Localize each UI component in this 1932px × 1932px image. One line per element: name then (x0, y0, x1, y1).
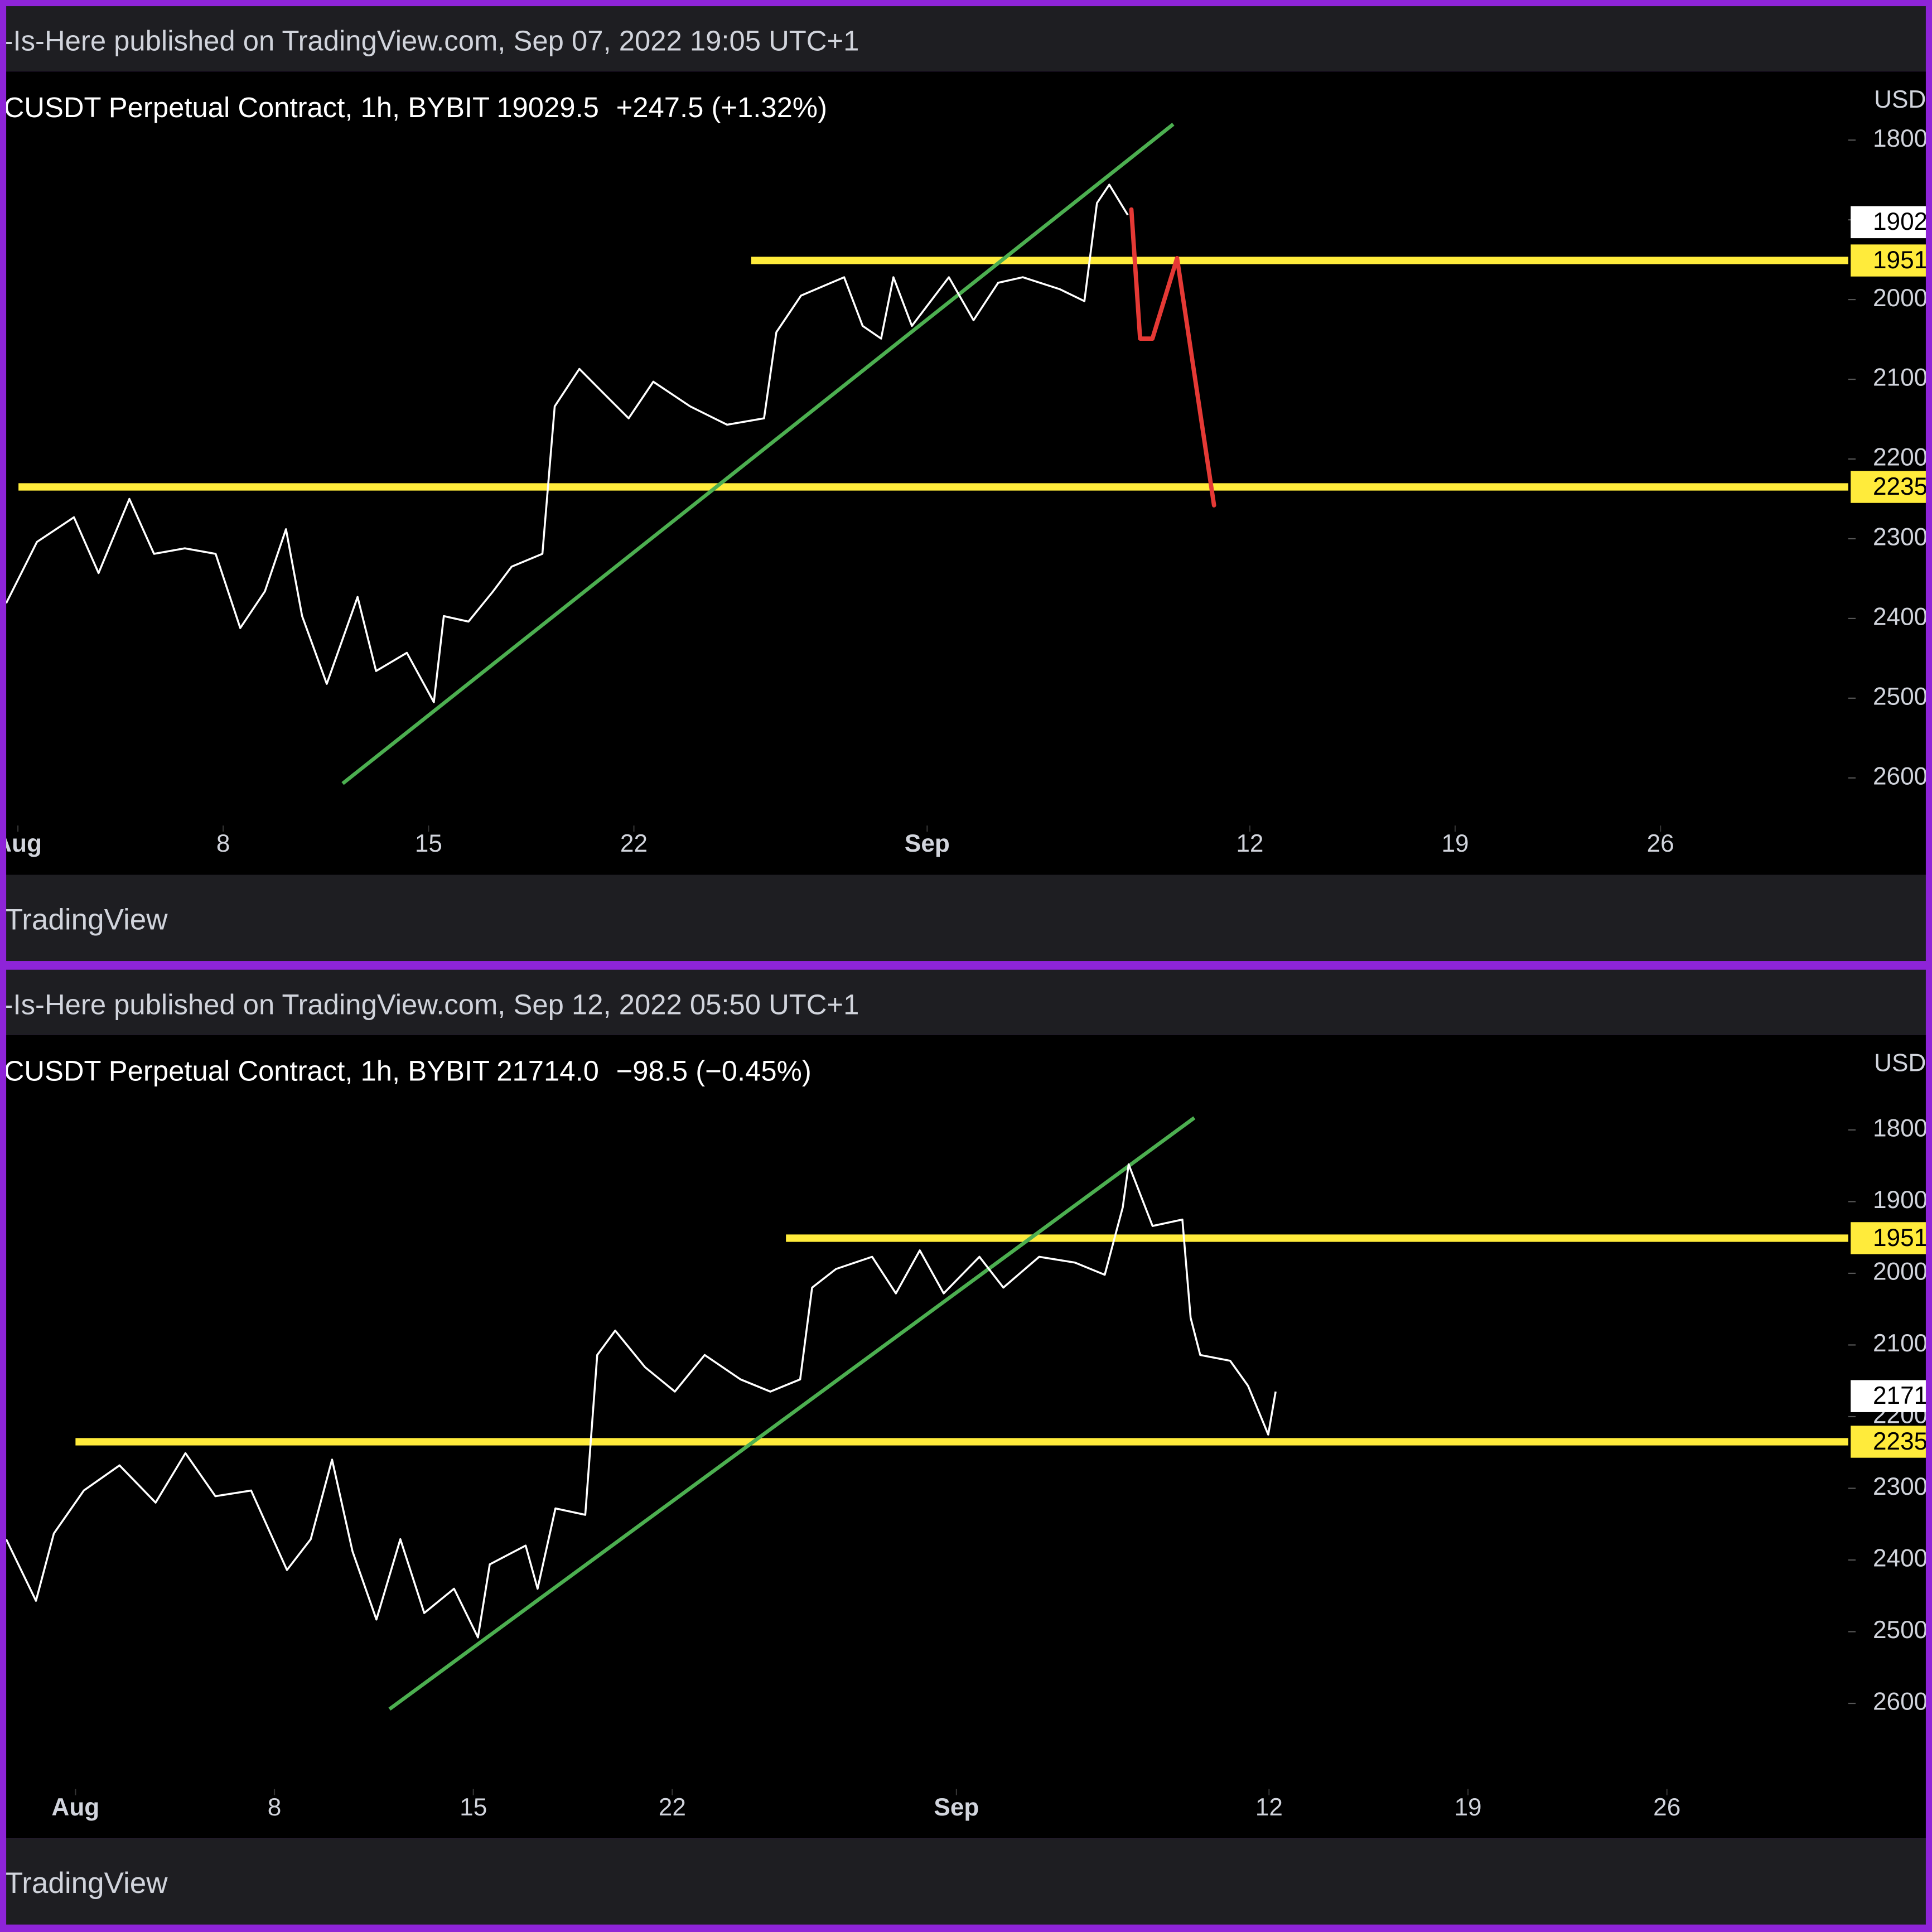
x-tick-label: 26 (1653, 1794, 1680, 1821)
y-tick-label: 1900 (1873, 1186, 1928, 1214)
x-tick-label: 8 (216, 830, 230, 857)
x-tick-label: 22 (620, 830, 648, 857)
price-line (6, 183, 1129, 703)
y-tick-label: 2000 (1873, 1258, 1928, 1286)
x-tick-label: Aug (0, 830, 42, 857)
last-price-marker (1851, 206, 1926, 239)
y-tick-label: 2300 (1873, 1473, 1928, 1500)
header-bar (6, 6, 1926, 72)
x-tick-label: 19 (1441, 830, 1469, 857)
y-tick-label: 2600 (1873, 1688, 1928, 1716)
x-tick-label: Sep (934, 1794, 979, 1821)
x-tick-label: 15 (415, 830, 442, 857)
plot-area (6, 1035, 1926, 1839)
y-tick-label: 2100 (1873, 364, 1928, 392)
x-tick-label: 22 (659, 1794, 686, 1821)
level-marker-label: 2235 (1873, 1428, 1928, 1455)
level-marker (1851, 1222, 1926, 1254)
plot-area (6, 71, 1926, 875)
y-tick-label: 1800 (1873, 125, 1928, 152)
legend-symbol: CUSDT Perpetual Contract, 1h, BYBIT (4, 1055, 490, 1087)
legend-price: 21714.0 (496, 1055, 599, 1087)
y-tick-label: 2400 (1873, 603, 1928, 631)
projection-line (1129, 207, 1216, 508)
level-marker (1851, 471, 1926, 503)
y-tick-label: 2500 (1873, 1616, 1928, 1644)
x-tick-label: Sep (905, 830, 950, 857)
last-price-marker (1851, 1380, 1926, 1412)
y-tick-label: 1800 (1873, 1115, 1928, 1142)
footer-bar (6, 875, 1926, 962)
y-tick-label: 2200 (1873, 444, 1928, 471)
x-tick-label: 8 (268, 1794, 282, 1821)
level-marker-label: 2235 (1873, 473, 1928, 500)
legend-change: −98.5 (−0.45%) (616, 1055, 812, 1087)
currency-label: USD (1874, 86, 1926, 113)
footer-bar (6, 1838, 1926, 1925)
header-text: -Is-Here published on TradingView.com, S… (4, 25, 859, 57)
level-marker (1851, 244, 1926, 277)
level-marker-label: 1951 (1873, 247, 1928, 274)
price-line (6, 1163, 1277, 1639)
header-bar (6, 969, 1926, 1035)
footer-logo: TradingView (5, 1867, 168, 1900)
level-marker-label: 1951 (1873, 1224, 1928, 1252)
y-tick-label: 2000 (1873, 284, 1928, 312)
last-price-label: 2171 (1873, 1382, 1928, 1409)
header-text: -Is-Here published on TradingView.com, S… (4, 988, 859, 1020)
legend-price: 19029.5 (496, 91, 599, 123)
y-tick-label: 2600 (1873, 762, 1928, 790)
last-price-label: 1902 (1873, 208, 1928, 235)
y-tick-label: 2300 (1873, 524, 1928, 551)
x-tick-label: Aug (51, 1794, 99, 1821)
trend-line (341, 123, 1175, 785)
y-tick-label: 2400 (1873, 1545, 1928, 1572)
trend-line (388, 1116, 1196, 1711)
x-tick-label: 26 (1647, 830, 1674, 857)
y-tick-label: 2100 (1873, 1330, 1928, 1357)
x-tick-label: 12 (1255, 1794, 1283, 1821)
y-tick-label: 2500 (1873, 683, 1928, 710)
x-tick-label: 15 (460, 1794, 487, 1821)
x-tick-label: 19 (1454, 1794, 1481, 1821)
legend-symbol: CUSDT Perpetual Contract, 1h, BYBIT (4, 91, 490, 123)
x-tick-label: 12 (1236, 830, 1263, 857)
chart-panel: -Is-Here published on TradingView.com, S… (4, 969, 1928, 1925)
legend-change: +247.5 (+1.32%) (616, 91, 827, 123)
currency-label: USD (1874, 1049, 1926, 1076)
level-marker (1851, 1426, 1926, 1458)
footer-logo: TradingView (5, 903, 168, 936)
chart-panel: -Is-Here published on TradingView.com, S… (0, 6, 1928, 962)
